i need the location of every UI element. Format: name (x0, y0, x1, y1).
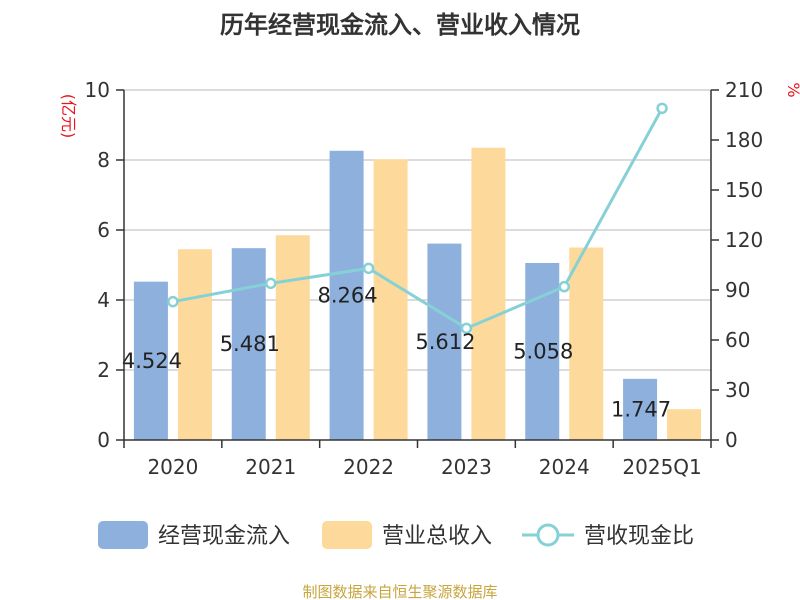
bar-revenue-2023 (471, 147, 506, 440)
legend-swatch-cash-inflow (98, 521, 148, 549)
bar-cash-inflow-2020 (133, 281, 168, 440)
legend-swatch-revenue (322, 521, 372, 549)
right-tick-label: 60 (725, 328, 750, 352)
left-axis-ticks: 0 2 4 6 8 10 (85, 78, 124, 452)
left-tick-label: 0 (97, 428, 110, 452)
bar-revenue-2021 (275, 235, 310, 440)
right-tick-label: 120 (725, 228, 763, 252)
ratio-line (167, 102, 668, 335)
x-axis-ticks: 2020 2021 2022 2023 2024 2025Q1 (123, 440, 712, 479)
right-tick-label: 30 (725, 378, 750, 402)
legend-item-cash-inflow: 经营现金流入 (98, 521, 290, 549)
bar-value-label: 4.524 (122, 349, 182, 373)
x-tick-label-2025Q1: 2025Q1 (622, 455, 701, 479)
left-axis-unit: (亿元) (59, 94, 78, 139)
legend-label-revenue: 营业总收入 (382, 524, 492, 549)
axes (123, 90, 712, 441)
legend: 经营现金流入 营业总收入 营收现金比 (98, 521, 694, 549)
right-axis-unit: % (784, 82, 800, 97)
right-tick-label: 150 (725, 178, 763, 202)
right-tick-label: 90 (725, 278, 750, 302)
right-tick-label: 180 (725, 128, 763, 152)
ratio-point-2020 (167, 295, 179, 308)
source-note: 制图数据来自恒生聚源数据库 (302, 583, 497, 600)
right-tick-label: 210 (725, 78, 763, 102)
legend-item-revenue: 营业总收入 (322, 521, 492, 549)
bar-revenue-2025Q1 (667, 409, 702, 440)
ratio-point-2023 (460, 322, 473, 335)
legend-label-ratio: 营收现金比 (584, 524, 694, 549)
bar-value-label: 8.264 (318, 283, 378, 307)
bar-value-label: 1.747 (611, 397, 671, 421)
legend-label-cash-inflow: 经营现金流入 (158, 524, 290, 549)
bar-revenue-2024 (569, 247, 604, 440)
left-tick-label: 10 (85, 78, 110, 102)
left-tick-label: 2 (97, 358, 110, 382)
legend-marker-ratio (536, 523, 560, 547)
left-tick-label: 4 (97, 288, 110, 312)
right-tick-label: 0 (725, 428, 738, 452)
bar-revenue-2022 (373, 159, 408, 441)
bar-value-label: 5.058 (513, 339, 573, 363)
bars (133, 147, 702, 441)
ratio-point-2025Q1 (656, 102, 668, 115)
ratio-point-2022 (362, 262, 375, 275)
left-tick-label: 6 (97, 218, 110, 242)
left-tick-label: 8 (97, 148, 110, 172)
bar-cash-inflow-2021 (231, 248, 266, 440)
chart-title: 历年经营现金流入、营业收入情况 (220, 11, 580, 39)
bar-value-label: 5.612 (415, 330, 475, 354)
x-tick-label-2024: 2024 (539, 455, 590, 479)
x-tick-label-2021: 2021 (245, 455, 296, 479)
bar-value-labels: 4.524 5.481 8.264 5.612 5.058 1.747 (122, 283, 671, 421)
ratio-line-path (172, 107, 664, 331)
x-tick-label-2023: 2023 (441, 455, 492, 479)
bar-revenue-2020 (177, 249, 212, 440)
bar-cash-inflow-2022 (329, 150, 364, 440)
x-tick-label-2022: 2022 (343, 455, 394, 479)
gridlines (124, 89, 711, 371)
bar-cash-inflow-2025Q1 (623, 378, 658, 440)
x-tick-label-2020: 2020 (147, 455, 198, 479)
bar-cash-inflow-2023 (427, 243, 462, 440)
ratio-point-2024 (558, 280, 570, 293)
right-axis-ticks: 0 30 60 90 120 150 180 210 (711, 78, 763, 452)
bar-value-label: 5.481 (220, 332, 280, 356)
legend-item-ratio: 营收现金比 (522, 523, 694, 549)
ratio-point-2021 (265, 277, 277, 290)
